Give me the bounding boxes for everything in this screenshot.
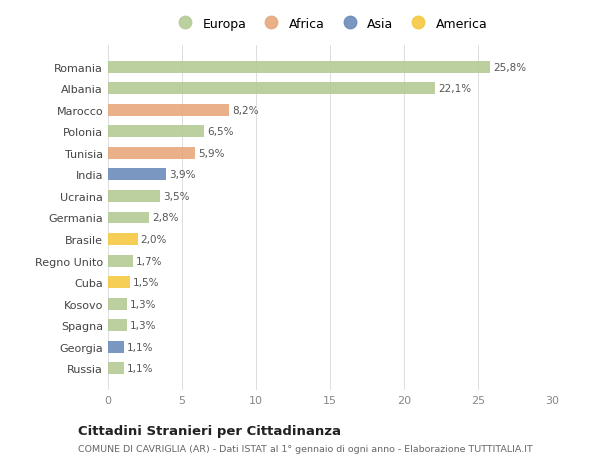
Text: 5,9%: 5,9% — [198, 149, 225, 158]
Bar — [108, 62, 490, 73]
Bar — [108, 190, 160, 202]
Bar — [108, 319, 127, 331]
Text: Cittadini Stranieri per Cittadinanza: Cittadini Stranieri per Cittadinanza — [78, 424, 341, 437]
Bar — [108, 83, 435, 95]
Bar — [108, 277, 130, 288]
Bar — [108, 341, 124, 353]
Text: 6,5%: 6,5% — [207, 127, 233, 137]
Text: 1,3%: 1,3% — [130, 320, 157, 330]
Text: 1,3%: 1,3% — [130, 299, 157, 309]
Bar — [108, 363, 124, 375]
Bar — [108, 298, 127, 310]
Text: 22,1%: 22,1% — [438, 84, 471, 94]
Bar — [108, 105, 229, 117]
Bar — [108, 255, 133, 267]
Bar — [108, 234, 137, 246]
Bar — [108, 148, 196, 159]
Bar — [108, 169, 166, 181]
Bar — [108, 212, 149, 224]
Text: 1,1%: 1,1% — [127, 342, 154, 352]
Text: 25,8%: 25,8% — [493, 62, 526, 73]
Text: 1,7%: 1,7% — [136, 256, 163, 266]
Text: 3,5%: 3,5% — [163, 191, 189, 202]
Text: 2,0%: 2,0% — [140, 235, 167, 245]
Text: 3,9%: 3,9% — [169, 170, 195, 180]
Text: 1,1%: 1,1% — [127, 364, 154, 374]
Text: 8,2%: 8,2% — [232, 106, 259, 116]
Text: 2,8%: 2,8% — [152, 213, 179, 223]
Bar — [108, 126, 204, 138]
Text: COMUNE DI CAVRIGLIA (AR) - Dati ISTAT al 1° gennaio di ogni anno - Elaborazione : COMUNE DI CAVRIGLIA (AR) - Dati ISTAT al… — [78, 444, 533, 453]
Legend: Europa, Africa, Asia, America: Europa, Africa, Asia, America — [172, 18, 488, 31]
Text: 1,5%: 1,5% — [133, 278, 160, 287]
